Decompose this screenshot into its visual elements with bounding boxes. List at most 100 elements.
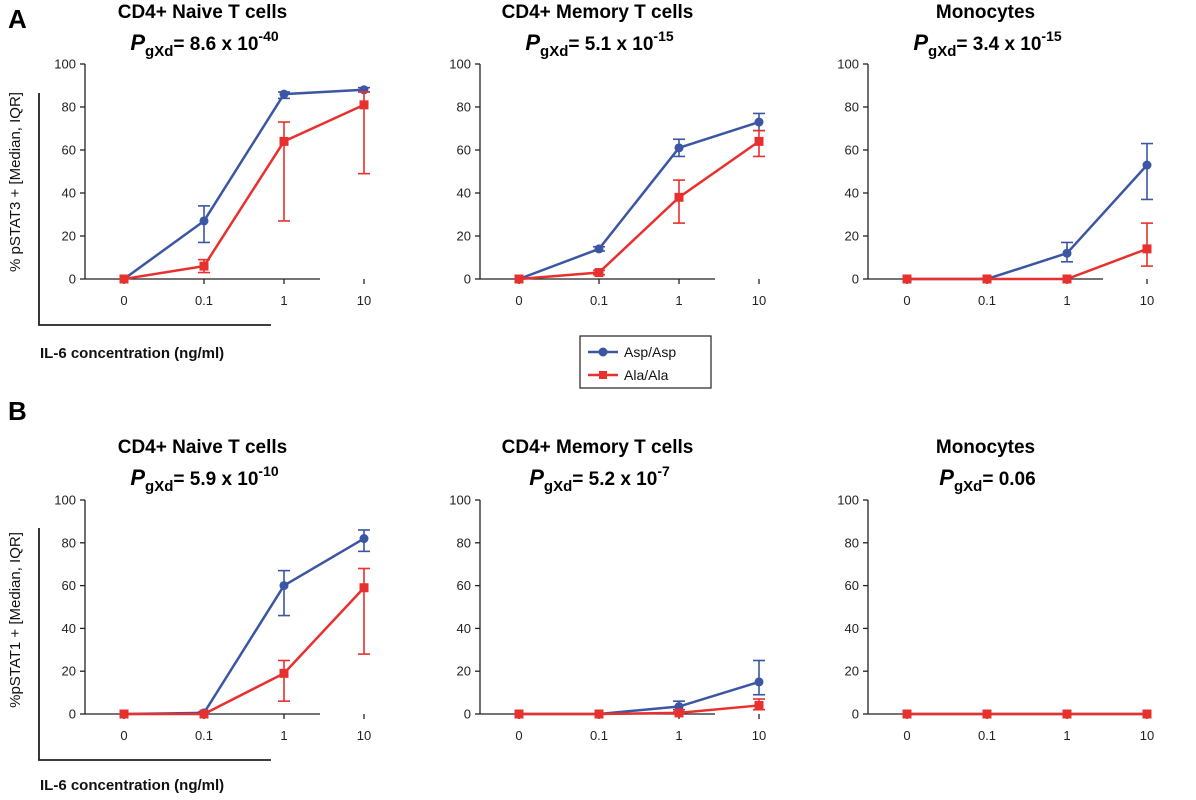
data-point-ala xyxy=(359,583,369,593)
x-tick-label: 0 xyxy=(903,728,910,743)
y-tick-label: 80 xyxy=(62,535,76,550)
data-point-ala xyxy=(1062,709,1072,719)
y-tick-label: 20 xyxy=(62,664,76,679)
p-exponent: -15 xyxy=(1041,28,1061,44)
data-point-ala xyxy=(902,709,912,719)
p-symbol: P xyxy=(529,465,544,490)
p-mantissa: = 5.9 x 10 xyxy=(173,469,258,490)
y-tick-label: 80 xyxy=(845,535,859,550)
chart-title: CD4+ Memory T cells xyxy=(502,2,694,23)
y-tick-label: 60 xyxy=(845,578,859,593)
x-tick-label: 0 xyxy=(903,293,910,308)
data-point-ala xyxy=(1062,274,1072,284)
y-tick-label: 100 xyxy=(837,493,859,508)
data-point-ala xyxy=(514,274,524,284)
x-tick-label: 0.1 xyxy=(590,293,608,308)
x-tick-label: 0.1 xyxy=(590,728,608,743)
p-symbol: P xyxy=(525,30,540,55)
data-point-asp xyxy=(754,677,764,687)
y-tick-label: 20 xyxy=(845,229,859,244)
p-symbol: P xyxy=(913,30,928,55)
y-tick-label: 40 xyxy=(62,621,76,636)
x-tick-label: 0.1 xyxy=(195,728,213,743)
y-tick-label: 40 xyxy=(845,186,859,201)
x-tick-label: 1 xyxy=(675,728,682,743)
y-tick-label: 0 xyxy=(852,272,859,287)
y-tick-label: 40 xyxy=(457,186,471,201)
y-axis-label-b: %pSTAT1 + [Median, IQR] xyxy=(7,532,24,708)
p-value: PgXd= 0.06 xyxy=(939,465,1035,495)
axis-bracket-a xyxy=(38,93,271,326)
chart-title: Monocytes xyxy=(936,437,1035,458)
data-point-asp xyxy=(279,89,289,99)
x-tick-label: 10 xyxy=(357,728,371,743)
p-exponent: -40 xyxy=(258,28,278,44)
chart-title: CD4+ Memory T cells xyxy=(502,437,694,458)
series-line-ala xyxy=(907,247,1148,281)
y-tick-label: 100 xyxy=(449,57,471,72)
x-tick-label: 0.1 xyxy=(195,293,213,308)
p-subscript: gXd xyxy=(954,478,982,495)
series-line-ala xyxy=(519,704,760,716)
data-point-ala xyxy=(1142,709,1152,719)
data-point-ala xyxy=(674,708,684,718)
y-tick-label: 60 xyxy=(62,578,76,593)
data-point-ala xyxy=(119,709,129,719)
axis-bracket-b xyxy=(38,528,271,761)
p-subscript: gXd xyxy=(928,43,956,60)
p-value: PgXd= 5.9 x 10-10 xyxy=(130,463,279,495)
panel-letter-b: B xyxy=(8,396,27,426)
x-tick-label: 10 xyxy=(752,293,766,308)
p-subscript: gXd xyxy=(544,478,572,495)
y-tick-label: 100 xyxy=(837,57,859,72)
data-point-ala xyxy=(199,709,209,719)
p-subscript: gXd xyxy=(145,478,173,495)
y-tick-label: 80 xyxy=(845,100,859,115)
y-tick-label: 0 xyxy=(852,707,859,722)
data-point-ala xyxy=(1142,244,1152,254)
p-mantissa: = 8.6 x 10 xyxy=(173,34,258,55)
y-tick-label: 100 xyxy=(54,57,76,72)
data-point-ala xyxy=(514,709,524,719)
p-value: PgXd= 5.1 x 10-15 xyxy=(525,28,674,60)
p-value: PgXd= 5.2 x 10-7 xyxy=(529,463,670,495)
x-tick-label: 0.1 xyxy=(978,293,996,308)
y-tick-label: 0 xyxy=(464,707,471,722)
legend-label-asp: Asp/Asp xyxy=(624,344,676,360)
y-tick-label: 40 xyxy=(62,186,76,201)
p-subscript: gXd xyxy=(540,43,568,60)
data-point-ala xyxy=(199,261,209,271)
chart-a-monocytes: Monocytes PgXd= 3.4 x 10-15 0 20 40 60 80 100 0 0… xyxy=(837,2,1154,308)
x-tick-label: 0 xyxy=(515,293,522,308)
p-mantissa: = 5.1 x 10 xyxy=(568,34,653,55)
y-tick-label: 60 xyxy=(457,143,471,158)
series-line-asp xyxy=(123,88,365,281)
p-subscript: gXd xyxy=(145,43,173,60)
y-tick-label: 0 xyxy=(69,707,76,722)
y-tick-label: 100 xyxy=(449,493,471,508)
p-mantissa: = 3.4 x 10 xyxy=(956,34,1041,55)
x-tick-label: 10 xyxy=(752,728,766,743)
data-point-asp xyxy=(674,143,684,153)
legend-box xyxy=(579,335,712,389)
legend-marker-asp xyxy=(598,347,608,357)
data-point-ala xyxy=(359,100,369,110)
y-tick-label: 0 xyxy=(69,272,76,287)
data-point-ala xyxy=(119,274,129,284)
p-exponent: -10 xyxy=(258,463,278,479)
chart-title: CD4+ Naive T cells xyxy=(118,2,288,23)
y-tick-label: 20 xyxy=(62,229,76,244)
x-axis-label-a: IL-6 concentration (ng/ml) xyxy=(40,345,224,362)
y-tick-label: 80 xyxy=(457,100,471,115)
data-point-ala xyxy=(982,709,992,719)
x-tick-label: 0.1 xyxy=(978,728,996,743)
data-point-asp xyxy=(594,244,604,254)
chart-b-naive: CD4+ Naive T cells PgXd= 5.9 x 10-10 0 20 40… xyxy=(54,437,371,743)
y-tick-label: 60 xyxy=(62,143,76,158)
p-value: PgXd= 3.4 x 10-15 xyxy=(913,28,1062,60)
p-symbol: P xyxy=(939,465,954,490)
chart-title: Monocytes xyxy=(936,2,1035,23)
x-axis-label-b: IL-6 concentration (ng/ml) xyxy=(40,777,224,794)
data-point-ala xyxy=(279,136,289,146)
data-point-asp xyxy=(1142,160,1152,170)
